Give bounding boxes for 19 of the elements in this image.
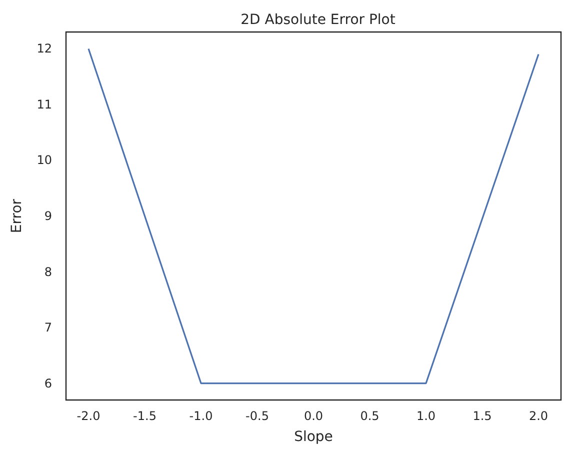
x-tick-label: 0.5 bbox=[360, 409, 380, 423]
y-axis-title: Error bbox=[9, 198, 25, 234]
x-tick-label: -1.0 bbox=[189, 409, 213, 423]
x-tick-label: -2.0 bbox=[76, 409, 100, 423]
x-tick-label: -0.5 bbox=[246, 409, 269, 423]
chart-title: 2D Absolute Error Plot bbox=[240, 12, 396, 28]
y-tick-label: 7 bbox=[44, 320, 52, 335]
x-tick-label: 1.5 bbox=[472, 409, 492, 423]
y-tick-label: 12 bbox=[36, 42, 52, 56]
y-tick-label: 6 bbox=[44, 376, 52, 390]
y-tick-label: 8 bbox=[44, 264, 52, 279]
y-tick-label: 11 bbox=[36, 97, 52, 112]
x-tick-label: 1.0 bbox=[416, 409, 436, 423]
x-tick-label: 0.0 bbox=[304, 409, 324, 423]
x-tick-label: 2.0 bbox=[528, 409, 548, 423]
x-tick-label: -1.5 bbox=[133, 409, 156, 423]
x-axis-title: Slope bbox=[294, 429, 333, 445]
y-tick-label: 9 bbox=[44, 209, 52, 223]
y-tick-label: 10 bbox=[36, 153, 52, 168]
